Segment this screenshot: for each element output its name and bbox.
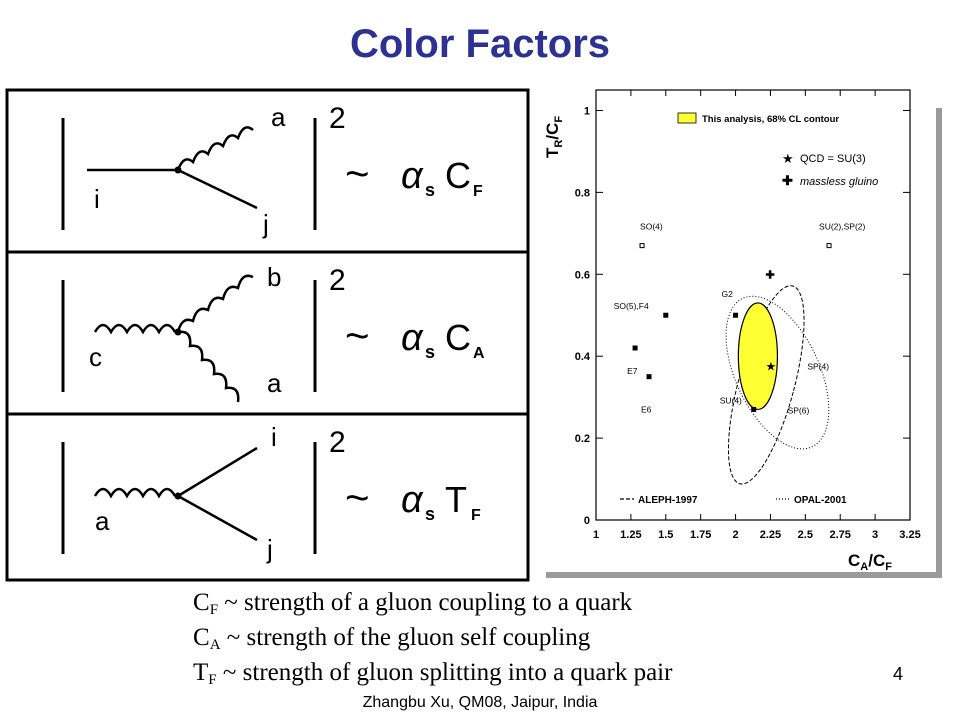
data-point-label: E7 <box>627 366 638 376</box>
y-axis-label-text: TR/CF <box>543 116 565 158</box>
gluon-line-in <box>93 323 177 335</box>
page-number: 4 <box>893 664 904 684</box>
approx-sign: ~ <box>345 312 370 359</box>
x-tick-label: 1.5 <box>658 529 673 541</box>
color-factor-subscript: A <box>473 345 485 362</box>
x-tick-label: 2.25 <box>760 529 781 541</box>
power-exponent: 2 <box>329 264 346 297</box>
data-point <box>646 374 652 380</box>
gluon-line-in <box>93 487 177 499</box>
gluon-line-out-lower <box>177 330 240 403</box>
color-factor: C <box>445 155 471 196</box>
data-point <box>632 345 638 351</box>
x-tick-label: 2.5 <box>798 529 813 541</box>
color-factor-subscript: F <box>473 183 483 200</box>
plot-marks: 1 1.25 1.5 1.75 2 2.25 2.5 2.75 3 3.25 0 0.2 0.4 0.6 0… <box>575 90 921 541</box>
caption-tf: TF ~ strength of gluon splitting into a … <box>193 659 673 688</box>
alpha-subscript: s <box>425 342 435 362</box>
alpha-symbol: α <box>401 155 424 197</box>
qcd-star: ★ <box>765 359 776 373</box>
diagram-gluon-self-coupling: c b a 2 ~ α s C A <box>61 262 485 403</box>
diagram-label-upper: a <box>271 102 286 132</box>
data-point-label: SU(4) <box>720 395 742 405</box>
x-axis-label: CA/CF <box>848 551 892 573</box>
panel-frame <box>5 88 530 582</box>
data-point-label: SU(2),SP(2) <box>819 222 865 232</box>
data-point <box>733 312 739 318</box>
gluino-cross: ✚ <box>765 269 774 281</box>
alpha-subscript: s <box>425 180 435 200</box>
diagram-label-upper: i <box>271 422 277 452</box>
legend-opal-label: OPAL-2001 <box>794 495 847 506</box>
feynman-diagram-panel: i a j 2 ~ α s C F c b a 2 ~ α s C <box>5 88 530 582</box>
diagram-label-left: a <box>95 506 110 536</box>
aleph-contour <box>727 285 805 485</box>
gluon-line-out-upper <box>176 274 254 333</box>
data-point-label: G2 <box>722 289 734 299</box>
caption-ca: CA ~ strength of the gluon self coupling <box>193 624 591 653</box>
y-tick-label: 0.4 <box>575 351 591 363</box>
data-point-label: SO(4) <box>640 222 663 232</box>
legend-contour-swatch <box>677 112 697 124</box>
data-point <box>751 406 757 412</box>
x-tick-label: 3 <box>872 529 878 541</box>
data-point-label: SP(6) <box>788 405 810 415</box>
quark-line-upper <box>177 446 258 498</box>
x-tick-label: 1.25 <box>620 529 641 541</box>
data-point <box>639 243 645 249</box>
gluon-line <box>176 126 254 171</box>
data-point-label: E6 <box>641 405 652 415</box>
approx-sign: ~ <box>345 150 370 197</box>
y-tick-label: 0 <box>584 515 590 527</box>
x-tick-label: 1.75 <box>690 529 711 541</box>
diagram-gluon-splitting: a i j 2 ~ α s T F <box>61 422 481 564</box>
color-factor-plot: 1 1.25 1.5 1.75 2 2.25 2.5 2.75 3 3.25 0 0.2 0.4 0.6 0… <box>540 89 942 578</box>
diagram-label-left: c <box>89 342 102 372</box>
footer: Zhangbu Xu, QM08, Jaipur, India <box>362 694 598 711</box>
legend-qcd-label: QCD = SU(3) <box>800 153 866 165</box>
x-tick-label: 3.25 <box>899 529 920 541</box>
diagram-label-lower: j <box>266 534 273 564</box>
diagram-label-upper: b <box>267 262 281 292</box>
star-icon: ★ <box>782 151 794 166</box>
alpha-subscript: s <box>425 504 435 524</box>
quark-line-lower <box>177 494 258 542</box>
quark-line-out <box>177 168 258 210</box>
data-point-label: SP(4) <box>807 361 829 371</box>
opal-contour <box>725 295 830 450</box>
diagram-label-lower: j <box>262 209 269 239</box>
analysis-contour <box>737 302 779 411</box>
legend-gluino-label: massless gluino <box>800 176 878 188</box>
alpha-symbol: α <box>401 479 424 521</box>
slide-title: Color Factors <box>349 22 611 66</box>
x-tick-label: 2 <box>732 529 738 541</box>
power-exponent: 2 <box>329 102 346 135</box>
color-factor: T <box>445 479 467 520</box>
y-tick-label: 1 <box>584 105 590 117</box>
cross-icon: ✚ <box>782 173 793 188</box>
power-exponent: 2 <box>329 426 346 459</box>
approx-sign: ~ <box>345 474 370 521</box>
y-axis-label: TR/CF <box>543 116 565 158</box>
x-tick-label: 2.75 <box>830 529 851 541</box>
diagram-quark-gluon-emission: i a j 2 ~ α s C F <box>61 102 483 239</box>
diagram-label-lower: a <box>267 368 282 398</box>
data-point <box>826 243 832 249</box>
x-tick-label: 1 <box>593 529 599 541</box>
data-point-label: SO(5),F4 <box>614 301 649 311</box>
legend-aleph-label: ALEPH-1997 <box>638 495 698 506</box>
legend: This analysis, 68% CL contour ★ QCD = SU… <box>620 112 878 506</box>
color-factor: C <box>445 317 471 358</box>
y-tick-label: 0.6 <box>575 269 590 281</box>
caption-cf: CF ~ strength of a gluon coupling to a q… <box>193 589 633 618</box>
y-tick-label: 0.2 <box>575 433 590 445</box>
color-factor-subscript: F <box>471 507 481 524</box>
data-point <box>663 312 669 318</box>
legend-contour-label: This analysis, 68% CL contour <box>702 114 839 125</box>
alpha-symbol: α <box>401 317 424 359</box>
diagram-label-left: i <box>94 184 100 214</box>
y-tick-label: 0.8 <box>575 187 590 199</box>
